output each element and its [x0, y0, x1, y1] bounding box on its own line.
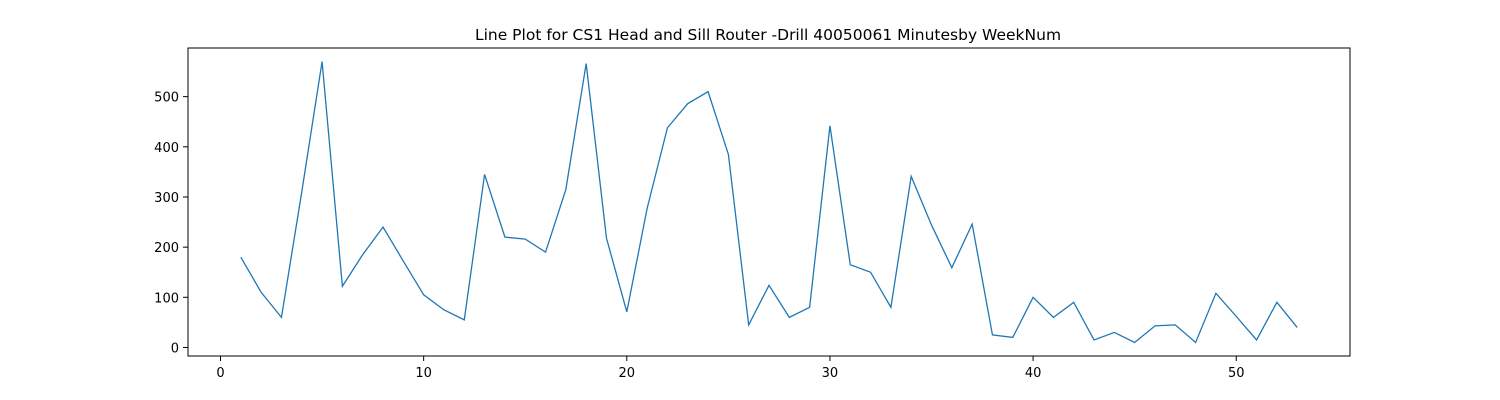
data-point	[524, 238, 527, 241]
data-point	[1255, 338, 1258, 341]
plot-frame	[187, 47, 1351, 357]
data-point	[1052, 316, 1055, 319]
series-line	[240, 61, 1298, 344]
data-point	[971, 223, 974, 226]
data-point	[321, 60, 324, 63]
y-tick-label: 0	[171, 341, 179, 356]
y-tick-label: 200	[154, 241, 179, 256]
data-point	[930, 224, 933, 227]
data-point	[849, 263, 852, 266]
data-point	[646, 207, 649, 210]
data-point	[1011, 336, 1014, 339]
data-point	[463, 318, 466, 321]
data-point	[707, 90, 710, 93]
data-point	[1032, 296, 1035, 299]
data-point	[422, 293, 425, 296]
data-point	[260, 291, 263, 294]
chart-title: Line Plot for CS1 Head and Sill Router -…	[475, 26, 1061, 44]
data-point	[1275, 301, 1278, 304]
x-tick-label: 50	[1228, 366, 1245, 381]
data-point	[605, 237, 608, 240]
y-tick-label: 500	[154, 91, 179, 106]
data-point	[1194, 341, 1197, 344]
x-tick-label: 30	[822, 366, 839, 381]
data-point	[808, 306, 811, 309]
x-tick-label: 10	[415, 366, 432, 381]
data-point	[727, 153, 730, 156]
data-point	[585, 62, 588, 65]
data-point	[300, 190, 303, 193]
data-point	[625, 310, 628, 313]
x-tick-label: 0	[216, 366, 224, 381]
data-point	[1113, 331, 1116, 334]
data-point	[564, 188, 567, 191]
data-point	[1235, 315, 1238, 318]
data-point	[828, 124, 831, 127]
x-tick-label: 40	[1025, 366, 1042, 381]
data-point	[1214, 292, 1217, 295]
data-point	[382, 226, 385, 229]
data-point	[910, 175, 913, 178]
data-point	[686, 102, 689, 105]
data-point	[666, 126, 669, 129]
data-point	[1153, 324, 1156, 327]
data-point	[402, 260, 405, 263]
data-point	[544, 251, 547, 254]
data-point	[950, 266, 953, 269]
data-point	[1072, 301, 1075, 304]
data-point	[1174, 323, 1177, 326]
data-point	[483, 173, 486, 176]
x-tick-label: 20	[619, 366, 636, 381]
y-tick-label: 300	[154, 191, 179, 206]
data-point	[442, 308, 445, 311]
data-point	[991, 333, 994, 336]
data-point	[889, 306, 892, 309]
data-point	[239, 256, 242, 259]
data-point	[361, 253, 364, 256]
data-point	[503, 236, 506, 239]
data-point	[1093, 338, 1096, 341]
data-point	[768, 284, 771, 287]
data-point	[788, 316, 791, 319]
y-tick-label: 100	[154, 291, 179, 306]
data-point	[1296, 326, 1299, 329]
y-tick-label: 400	[154, 141, 179, 156]
data-point	[747, 323, 750, 326]
data-point	[1133, 341, 1136, 344]
data-point	[341, 285, 344, 288]
data-point	[869, 271, 872, 274]
data-point	[280, 316, 283, 319]
